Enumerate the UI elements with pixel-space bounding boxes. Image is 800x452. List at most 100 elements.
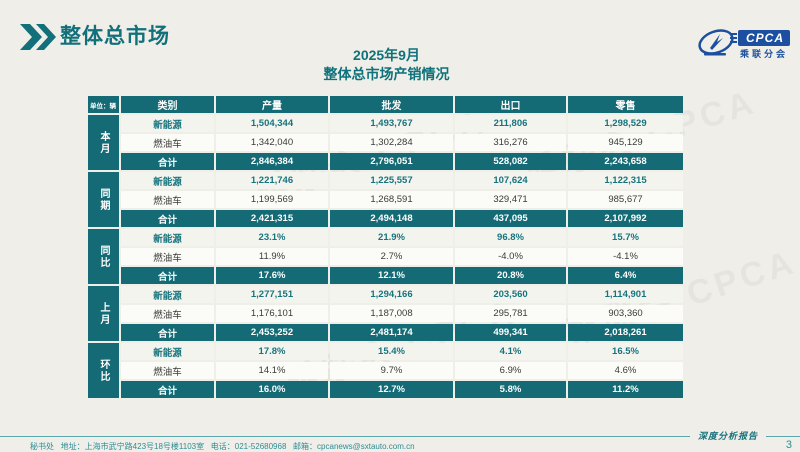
table-value-cell: 2,243,658 bbox=[568, 153, 683, 170]
report-tagline: 深度分析报告 bbox=[690, 429, 767, 442]
table-value-cell: 6.4% bbox=[568, 267, 683, 284]
row-category: 新能源 bbox=[121, 229, 214, 246]
table-value-cell: 17.8% bbox=[216, 343, 328, 360]
table-value-cell: 14.1% bbox=[216, 362, 328, 379]
table-value-cell: 9.7% bbox=[330, 362, 453, 379]
row-category: 合计 bbox=[121, 210, 214, 227]
table-value-cell: 2,481,174 bbox=[330, 324, 453, 341]
row-category: 新能源 bbox=[121, 286, 214, 303]
table-value-cell: 15.7% bbox=[568, 229, 683, 246]
table-value-cell: 203,560 bbox=[455, 286, 566, 303]
row-category: 燃油车 bbox=[121, 248, 214, 265]
table-value-cell: 11.2% bbox=[568, 381, 683, 398]
row-category: 新能源 bbox=[121, 343, 214, 360]
table-value-cell: 107,624 bbox=[455, 172, 566, 189]
row-category: 新能源 bbox=[121, 172, 214, 189]
table-value-cell: 1,221,746 bbox=[216, 172, 328, 189]
table-value-cell: 1,504,344 bbox=[216, 115, 328, 132]
page-title: 整体总市场 bbox=[60, 25, 170, 48]
column-header-wholesale: 批发 bbox=[330, 96, 453, 113]
table-value-cell: -4.0% bbox=[455, 248, 566, 265]
table-value-cell: 437,095 bbox=[455, 210, 566, 227]
column-header-category: 类别 bbox=[121, 96, 214, 113]
table-value-cell: 21.9% bbox=[330, 229, 453, 246]
table-title-line2: 整体总市场产销情况 bbox=[323, 66, 450, 82]
table-value-cell: 11.9% bbox=[216, 248, 328, 265]
table-value-cell: 17.6% bbox=[216, 267, 328, 284]
table-value-cell: 945,129 bbox=[568, 134, 683, 151]
row-category: 燃油车 bbox=[121, 305, 214, 322]
table-value-cell: 499,341 bbox=[455, 324, 566, 341]
cpca-logo-text: CPCA bbox=[729, 30, 791, 46]
table-title-line1: 2025年9月 bbox=[353, 47, 420, 63]
cpca-logo-subtext: 乘联分会 bbox=[740, 49, 789, 59]
table-value-cell: 15.4% bbox=[330, 343, 453, 360]
table-value-cell: 2,421,315 bbox=[216, 210, 328, 227]
table-value-cell: 1,114,901 bbox=[568, 286, 683, 303]
table-value-cell: 96.8% bbox=[455, 229, 566, 246]
table-value-cell: 20.8% bbox=[455, 267, 566, 284]
table-value-cell: 1,176,101 bbox=[216, 305, 328, 322]
table-value-cell: 2.7% bbox=[330, 248, 453, 265]
column-header-retail: 零售 bbox=[568, 96, 683, 113]
cpca-logo: CPCA 乘联分会 bbox=[696, 22, 792, 62]
page-number: 3 bbox=[785, 439, 792, 451]
table-value-cell: 16.5% bbox=[568, 343, 683, 360]
table-value-cell: 329,471 bbox=[455, 191, 566, 208]
table-value-cell: 1,225,557 bbox=[330, 172, 453, 189]
row-category: 燃油车 bbox=[121, 191, 214, 208]
table-value-cell: 5.8% bbox=[455, 381, 566, 398]
table-value-cell: 1,294,166 bbox=[330, 286, 453, 303]
table-value-cell: 4.1% bbox=[455, 343, 566, 360]
table-value-cell: 4.6% bbox=[568, 362, 683, 379]
table-value-cell: 2,453,252 bbox=[216, 324, 328, 341]
row-category: 合计 bbox=[121, 267, 214, 284]
column-header-export: 出口 bbox=[455, 96, 566, 113]
table-value-cell: 2,846,384 bbox=[216, 153, 328, 170]
table-value-cell: 1,187,008 bbox=[330, 305, 453, 322]
section-label-环比: 环比 bbox=[88, 343, 119, 398]
table-value-cell: 1,199,569 bbox=[216, 191, 328, 208]
table-value-cell: 1,493,767 bbox=[330, 115, 453, 132]
table-value-cell: 1,268,591 bbox=[330, 191, 453, 208]
double-chevron-icon bbox=[20, 24, 56, 50]
table-value-cell: 23.1% bbox=[216, 229, 328, 246]
section-label-同期: 同期 bbox=[88, 172, 119, 227]
table-value-cell: 1,122,315 bbox=[568, 172, 683, 189]
table-title: 2025年9月 整体总市场产销情况 bbox=[88, 46, 685, 84]
table-value-cell: 1,302,284 bbox=[330, 134, 453, 151]
table-value-cell: 6.9% bbox=[455, 362, 566, 379]
column-header-production: 产量 bbox=[216, 96, 328, 113]
row-category: 新能源 bbox=[121, 115, 214, 132]
row-category: 合计 bbox=[121, 153, 214, 170]
table-value-cell: 2,796,051 bbox=[330, 153, 453, 170]
row-category: 燃油车 bbox=[121, 134, 214, 151]
table-value-cell: 12.7% bbox=[330, 381, 453, 398]
table-value-cell: 316,276 bbox=[455, 134, 566, 151]
table-value-cell: 2,494,148 bbox=[330, 210, 453, 227]
table-value-cell: 903,360 bbox=[568, 305, 683, 322]
table-value-cell: 528,082 bbox=[455, 153, 566, 170]
footer-divider bbox=[0, 436, 800, 437]
table-value-cell: 2,107,992 bbox=[568, 210, 683, 227]
table-value-cell: 985,677 bbox=[568, 191, 683, 208]
table-value-cell: 2,018,261 bbox=[568, 324, 683, 341]
section-label-本月: 本月 bbox=[88, 115, 119, 170]
market-table: 单位：辆 类别 产量 批发 出口 零售 本月 新能源 1,504,344 1,493,… bbox=[88, 96, 683, 398]
table-value-cell: 1,298,529 bbox=[568, 115, 683, 132]
section-label-上月: 上月 bbox=[88, 286, 119, 341]
section-label-同比: 同比 bbox=[88, 229, 119, 284]
table-value-cell: 1,342,040 bbox=[216, 134, 328, 151]
table-value-cell: -4.1% bbox=[568, 248, 683, 265]
table-value-cell: 12.1% bbox=[330, 267, 453, 284]
footer-contact-info: 秘书处 地址：上海市武宁路423号18号楼1103室 电话：021-526809… bbox=[30, 442, 415, 451]
row-category: 合计 bbox=[121, 324, 214, 341]
table-value-cell: 295,781 bbox=[455, 305, 566, 322]
row-category: 燃油车 bbox=[121, 362, 214, 379]
table-value-cell: 1,277,151 bbox=[216, 286, 328, 303]
unit-label: 单位：辆 bbox=[88, 96, 119, 113]
table-value-cell: 16.0% bbox=[216, 381, 328, 398]
row-category: 合计 bbox=[121, 381, 214, 398]
table-value-cell: 211,806 bbox=[455, 115, 566, 132]
cpca-ellipse-swoosh-icon bbox=[698, 29, 734, 56]
